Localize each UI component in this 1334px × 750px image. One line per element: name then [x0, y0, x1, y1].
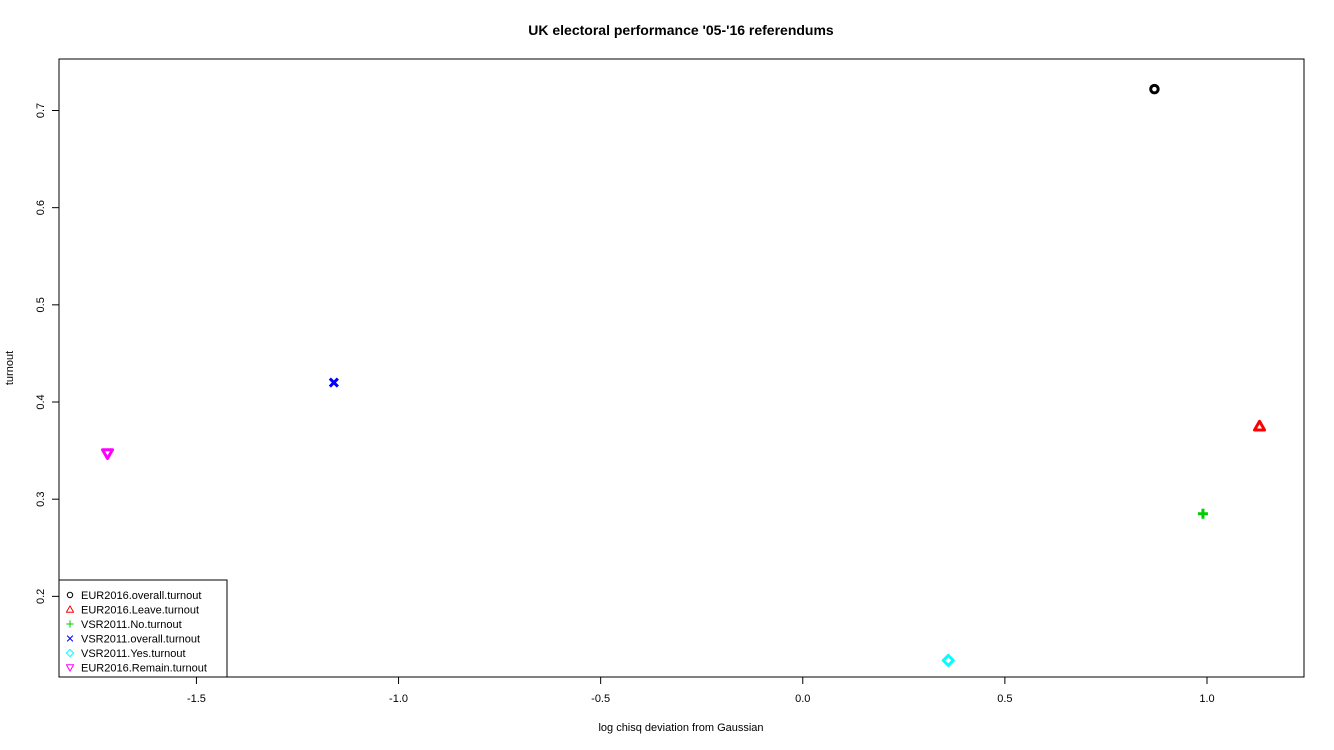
legend-label: VSR2011.No.turnout [81, 619, 182, 631]
data-point-cross [328, 377, 339, 388]
legend-label: VSR2011.overall.turnout [81, 634, 200, 646]
legend-label: EUR2016.Remain.turnout [81, 663, 207, 675]
legend-label: EUR2016.overall.turnout [81, 590, 201, 602]
legend-label: EUR2016.Leave.turnout [81, 605, 199, 617]
data-points [101, 83, 1267, 667]
legend-marker-cross [66, 635, 74, 642]
legend-marker-triangle-down [65, 664, 75, 672]
y-tick-label: 0.4 [35, 394, 47, 409]
x-tick-label: -0.5 [591, 693, 610, 705]
legend-marker-circle [66, 591, 74, 599]
x-axis: -1.5 -1.0 -0.5 0.0 0.5 1.0 [187, 677, 1215, 705]
legend-box [58, 579, 228, 678]
legend-marker-diamond [65, 648, 75, 658]
y-tick-label: 0.2 [35, 589, 47, 604]
x-tick-label: -1.5 [187, 693, 206, 705]
legend-marker-triangle [65, 605, 75, 613]
x-tick-label: 0.5 [997, 693, 1012, 705]
data-point-diamond [941, 653, 955, 667]
data-point-triangle-down [101, 448, 115, 461]
y-tick-label: 0.6 [35, 200, 47, 215]
legend-label: VSR2011.Yes.turnout [81, 648, 186, 660]
x-tick-label: -1.0 [389, 693, 408, 705]
x-tick-label: 1.0 [1199, 693, 1214, 705]
y-tick-label: 0.7 [35, 103, 47, 118]
y-axis: 0.2 0.3 0.4 0.5 0.6 0.7 [35, 103, 59, 604]
data-point-triangle [1253, 419, 1267, 432]
legend: EUR2016.overall.turnout EUR2016.Leave.tur… [58, 579, 228, 678]
data-point-circle [1149, 83, 1160, 95]
legend-marker-plus [66, 620, 74, 628]
data-point-plus [1197, 508, 1208, 519]
chart-title: UK electoral performance '05-'16 referen… [528, 22, 834, 38]
x-tick-label: 0.0 [795, 693, 810, 705]
y-tick-label: 0.3 [35, 492, 47, 507]
plot-frame [58, 58, 1305, 678]
y-axis-label: turnout [4, 351, 16, 385]
y-tick-label: 0.5 [35, 297, 47, 312]
x-axis-label: log chisq deviation from Gaussian [598, 722, 763, 734]
